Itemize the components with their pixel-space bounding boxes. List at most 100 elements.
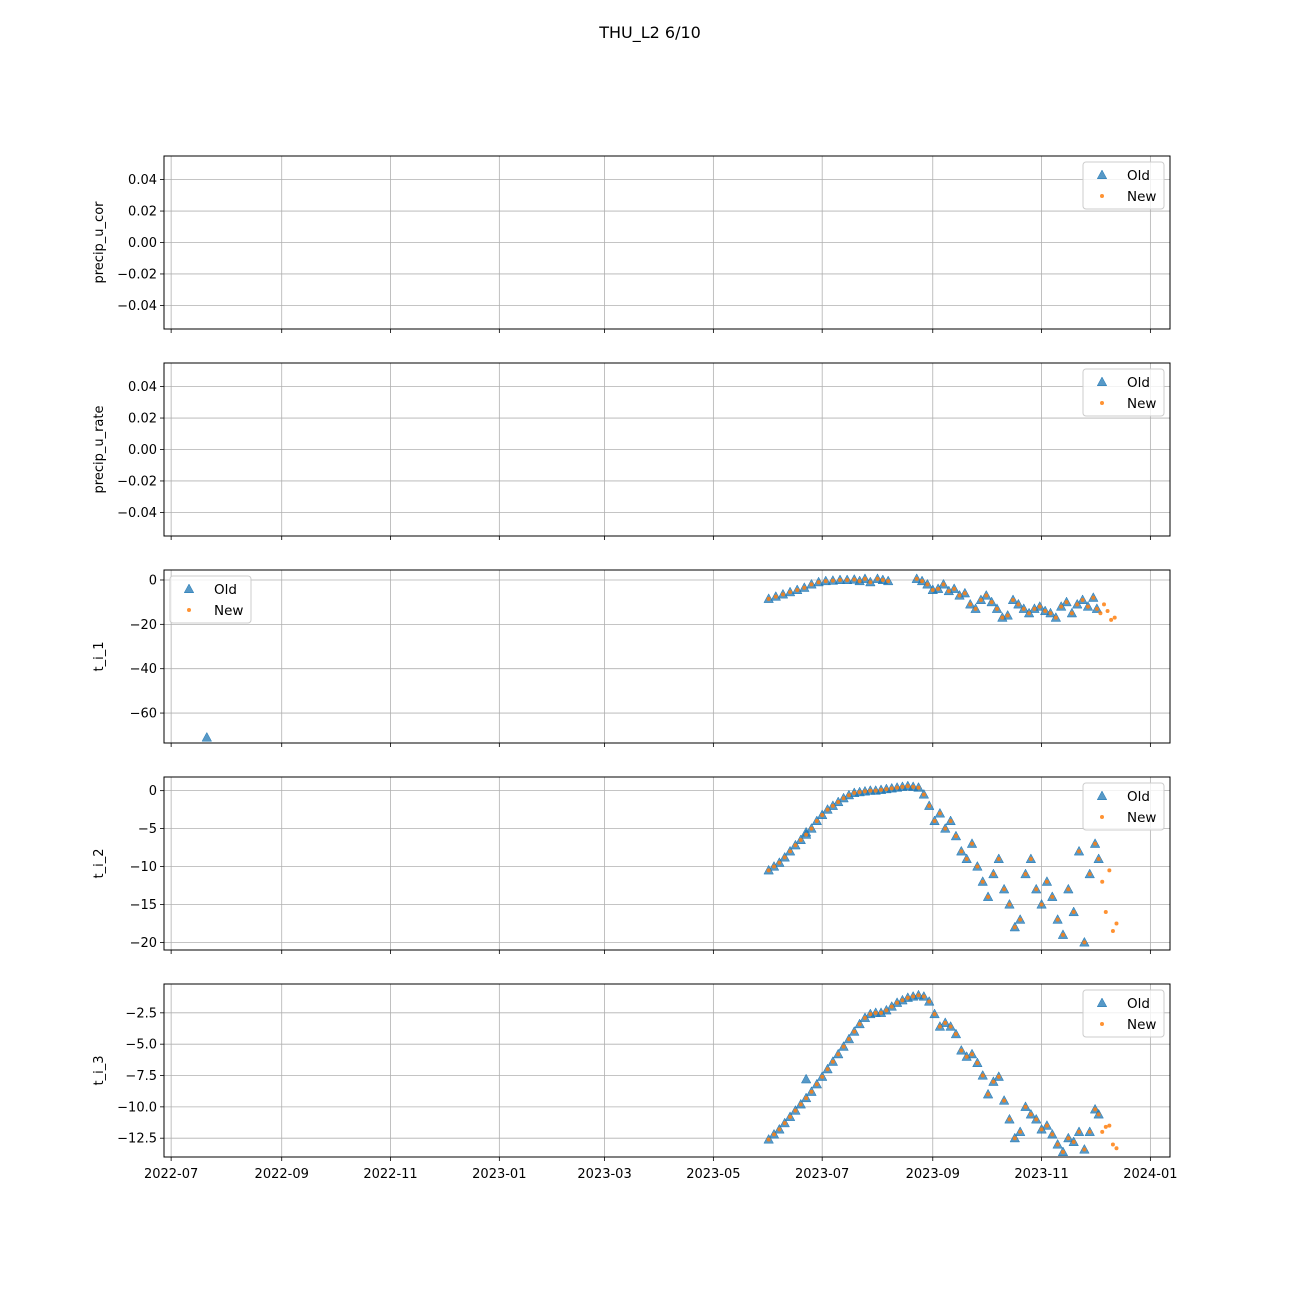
new-point <box>996 856 1001 861</box>
new-point <box>845 577 850 582</box>
new-point <box>788 1114 793 1119</box>
y-tick-label: −20 <box>130 618 157 633</box>
new-point <box>1102 602 1107 607</box>
y-tick-label: −0.02 <box>117 267 157 282</box>
new-point <box>873 1010 878 1015</box>
new-point <box>804 832 809 837</box>
y-tick-label: −15 <box>130 898 157 913</box>
legend-old-label: Old <box>214 582 237 598</box>
y-axis-label: precip_u_cor <box>92 201 107 284</box>
new-point <box>911 994 916 999</box>
new-point <box>1077 1129 1082 1134</box>
new-point <box>788 590 793 595</box>
axes-frame <box>163 362 1171 537</box>
new-point <box>875 576 880 581</box>
new-point <box>953 834 958 839</box>
new-point <box>889 1004 894 1009</box>
new-point <box>1087 1129 1092 1134</box>
new-point <box>1093 841 1098 846</box>
x-tick-label: 2022-09 <box>255 1167 309 1182</box>
new-point <box>830 1059 835 1064</box>
new-point <box>823 579 828 584</box>
data-points <box>201 573 1117 742</box>
new-point <box>1012 925 1017 930</box>
legend-new-marker <box>1100 815 1104 819</box>
new-point <box>788 849 793 854</box>
new-point <box>1103 1124 1108 1129</box>
new-point <box>927 999 932 1004</box>
new-point <box>830 578 835 583</box>
new-point <box>809 826 814 831</box>
new-point <box>1096 856 1101 861</box>
x-tick-label: 2023-09 <box>906 1167 960 1182</box>
new-point <box>1080 597 1085 602</box>
legend: Old New <box>1082 368 1165 417</box>
new-point <box>1096 1112 1101 1117</box>
new-point <box>1109 617 1114 622</box>
subplot-2: 0.04 0.02 0.00 −0.02 −0.04 precip_u_rate Old Ne… <box>92 362 1171 540</box>
new-point <box>895 1000 900 1005</box>
new-point <box>868 788 873 793</box>
new-point <box>782 1121 787 1126</box>
new-point <box>1007 902 1012 907</box>
new-point <box>1071 1139 1076 1144</box>
new-point <box>1069 611 1074 616</box>
y-tick-label: −10 <box>130 860 157 875</box>
new-point <box>841 1044 846 1049</box>
new-point <box>970 1052 975 1057</box>
x-tick-label: 2022-11 <box>363 1167 417 1182</box>
legend-new-marker <box>1100 401 1104 405</box>
y-tick-label: 0.02 <box>128 205 157 220</box>
new-point <box>777 860 782 865</box>
data-points <box>763 780 1119 947</box>
new-point <box>1002 887 1007 892</box>
legend-new-label: New <box>1127 189 1156 205</box>
new-point <box>1082 940 1087 945</box>
new-point <box>836 800 841 805</box>
new-point <box>1018 917 1023 922</box>
new-point <box>1023 1104 1028 1109</box>
new-point <box>1112 615 1117 620</box>
y-tick-label: −5 <box>138 822 157 837</box>
new-point <box>1050 1132 1055 1137</box>
legend-new-marker <box>1100 194 1104 198</box>
new-point <box>873 788 878 793</box>
x-tick-label: 2023-03 <box>577 1167 631 1182</box>
new-point <box>795 587 800 592</box>
new-point <box>1059 604 1064 609</box>
new-point <box>994 606 999 611</box>
new-point <box>1110 929 1115 934</box>
new-point <box>772 1132 777 1137</box>
y-tick-label: 0.04 <box>128 380 157 395</box>
new-point <box>986 1092 991 1097</box>
new-point <box>932 1012 937 1017</box>
axes-frame <box>163 569 1171 744</box>
new-point <box>895 785 900 790</box>
new-point <box>814 819 819 824</box>
new-point <box>989 600 994 605</box>
new-point <box>1085 604 1090 609</box>
new-point <box>884 1008 889 1013</box>
new-point <box>943 826 948 831</box>
new-point <box>1093 1107 1098 1112</box>
new-point <box>868 1012 873 1017</box>
new-point <box>1060 1149 1065 1154</box>
legend-old-label: Old <box>1127 996 1150 1012</box>
new-point <box>1091 595 1096 600</box>
new-point <box>900 784 905 789</box>
y-axis-label: t_i_2 <box>92 849 107 879</box>
new-point <box>862 789 867 794</box>
new-point <box>1087 872 1092 877</box>
new-point <box>804 1096 809 1101</box>
new-point <box>1048 611 1053 616</box>
new-point <box>836 1052 841 1057</box>
new-point <box>984 593 989 598</box>
new-point <box>1005 613 1010 618</box>
new-point <box>809 1089 814 1094</box>
new-point <box>852 1029 857 1034</box>
y-tick-label: 0 <box>149 784 157 799</box>
new-point <box>1018 1129 1023 1134</box>
x-tick-label: 2023-07 <box>795 1167 849 1182</box>
new-point <box>986 894 991 899</box>
